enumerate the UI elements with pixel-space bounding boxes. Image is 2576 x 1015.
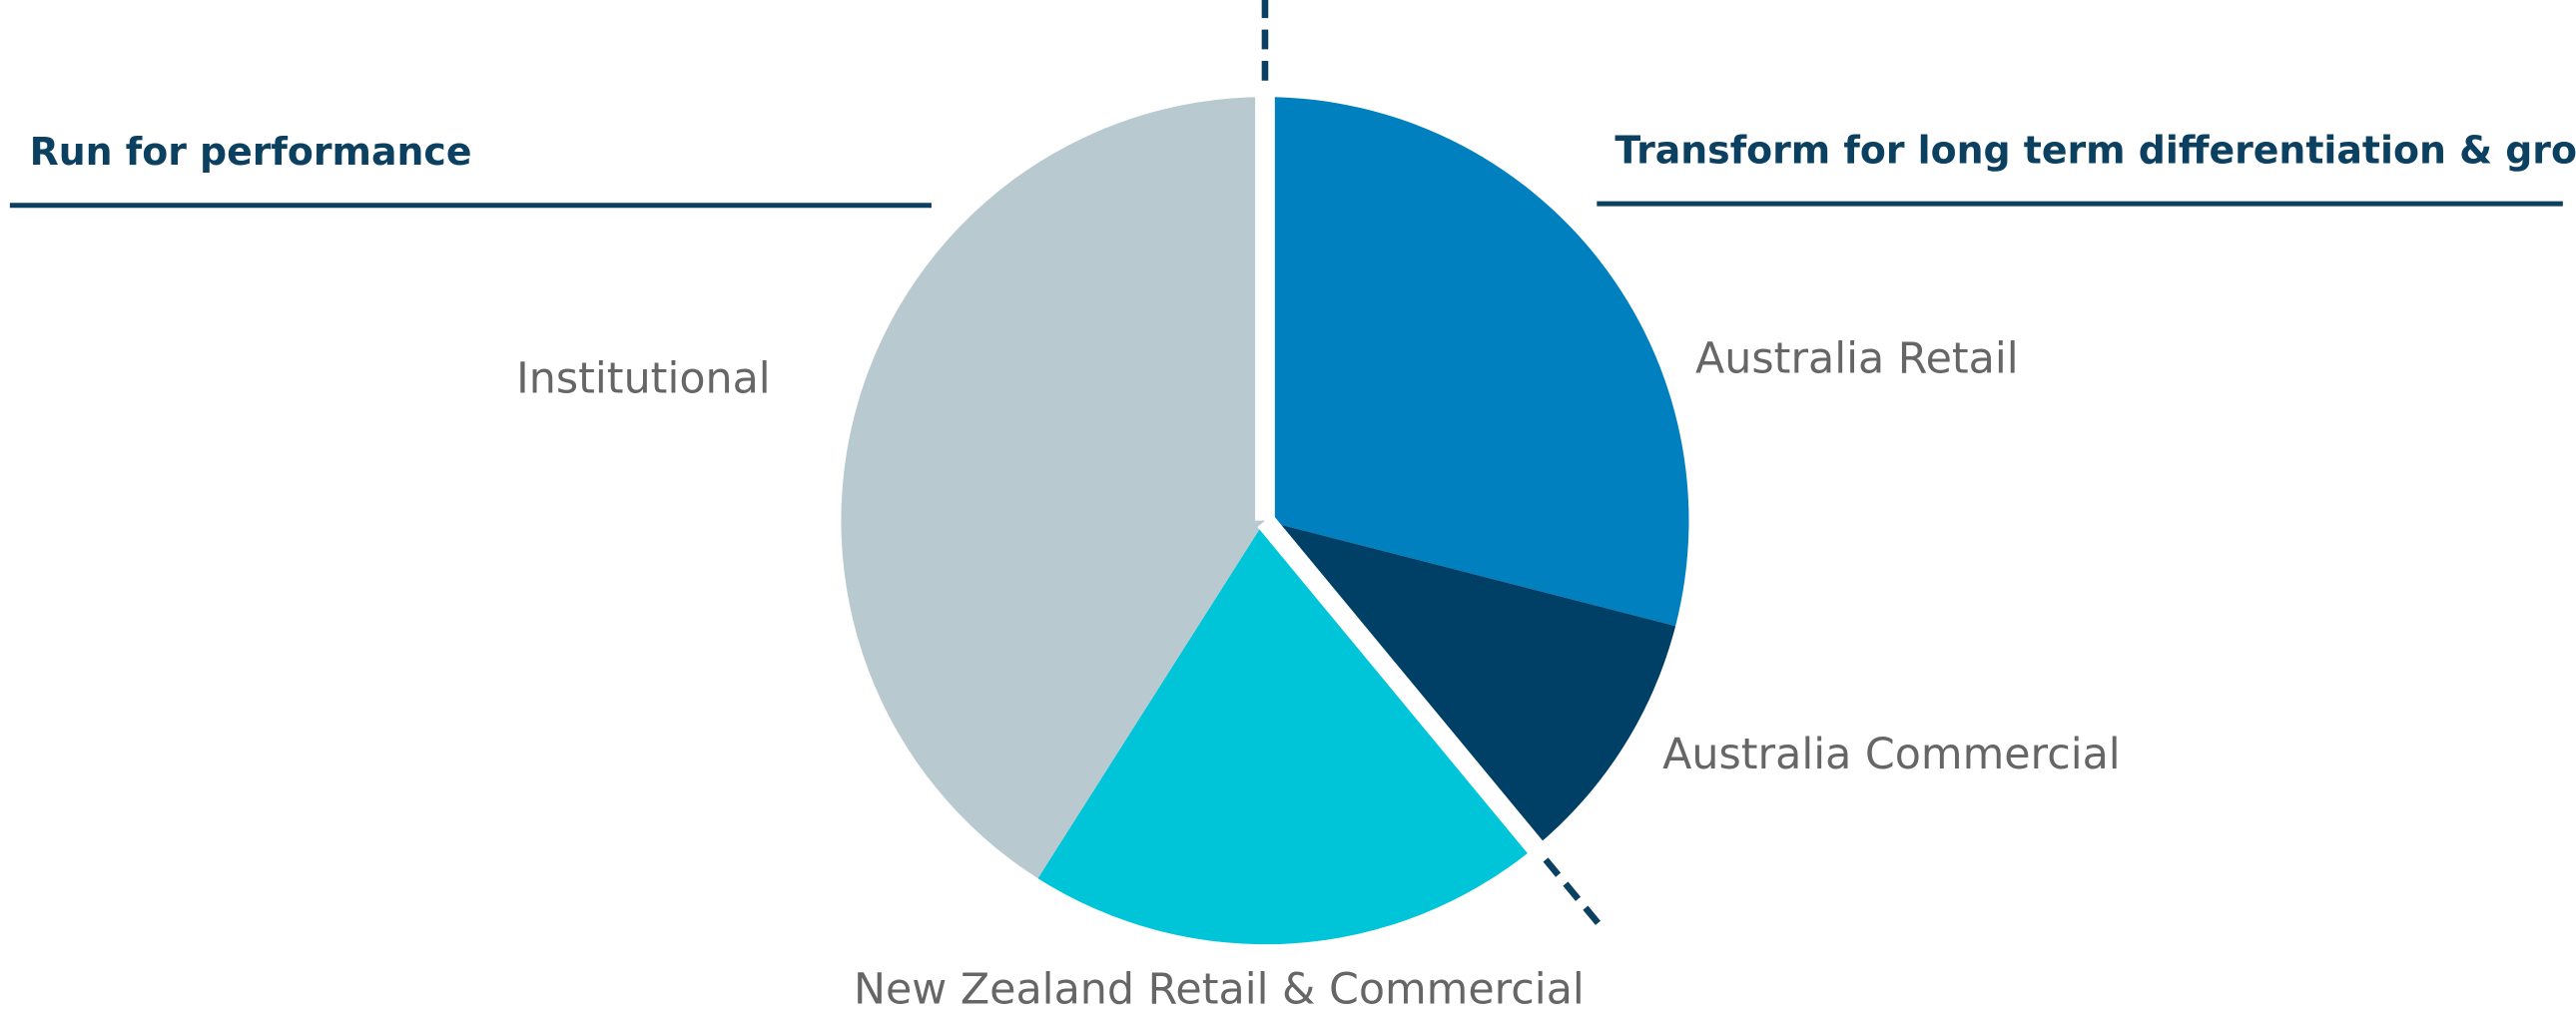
slice-label: Australia Retail [1695, 334, 2019, 384]
pie-slice [841, 97, 1265, 879]
slice-label: New Zealand Retail & Commercial [854, 964, 1585, 1014]
group-divider [1543, 857, 1604, 928]
slice-label: Institutional [516, 353, 771, 403]
right-header: Transform for long term differentiation … [1614, 129, 2576, 173]
pie-slice [1264, 97, 1689, 627]
pie-slice [1264, 520, 1676, 847]
left-header: Run for performance [30, 130, 472, 174]
group-gap [1257, 514, 1550, 861]
slice-label: Australia Commercial [1662, 730, 2121, 779]
pie-slice [1037, 520, 1536, 945]
